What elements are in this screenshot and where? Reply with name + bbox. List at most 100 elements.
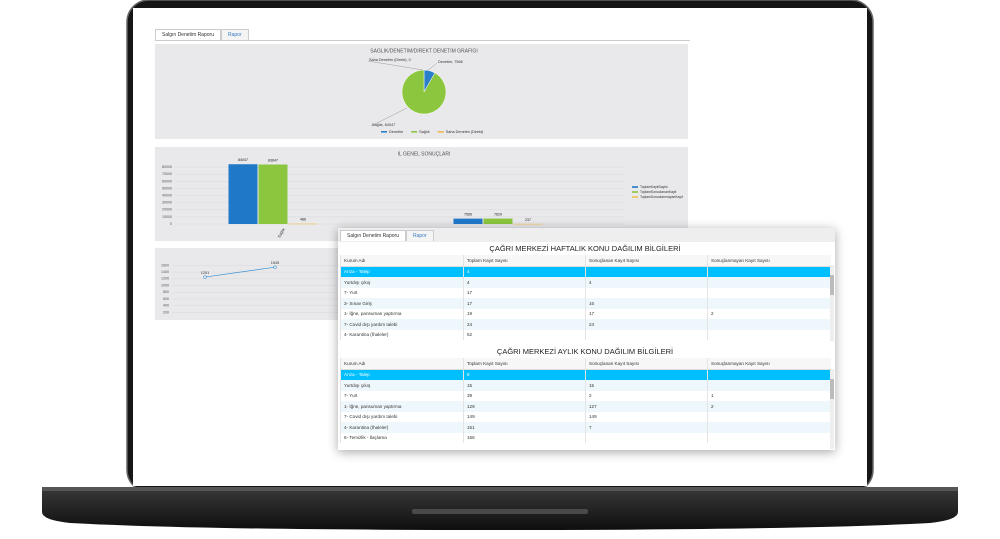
table-cell: 4- Karantina (İhaleler) [340,329,464,340]
window-tab-area: Salgın Denetim Raporu Rapor [338,228,835,242]
table-row[interactable]: 7- Yurt 17 [340,287,831,298]
tab-divider [155,40,690,41]
table-cell: 7- Yurt [340,287,464,298]
table-cell: 1- İğne, pansuman yaptırma [340,308,464,319]
column-header[interactable]: Toplam Kayıt Sayısı [463,255,586,267]
table-cell: 17 [463,298,586,309]
data-label: 486 [300,218,306,222]
column-header[interactable]: Toplam Kayıt Sayısı [463,358,586,370]
y-tick-label: 0 [170,222,172,226]
tab[interactable]: Salgın Denetim Raporu [155,29,221,40]
leader-line [367,60,424,71]
table-cell: 8 [463,369,586,380]
table-cell: 7- Yurt [340,390,464,401]
tab-bar: Salgın Denetim Raporu Rapor [155,29,249,40]
y-tick-label: 600 [163,297,169,301]
table-cell: 1 [707,390,831,401]
line-point [273,265,277,269]
data-label: Saha Denetim (Direkt), 0 [369,58,411,62]
table-cell: 1- İğne, pansuman yaptırma [340,401,464,412]
tab[interactable]: Salgın Denetim Raporu [340,230,406,241]
y-tick-label: 20000 [162,208,172,212]
table-cell: 151 [463,422,586,433]
table-cell [707,369,831,380]
bar [513,223,543,225]
legend-label: ToplamSonuclanmayanKayit [640,195,683,199]
table-row[interactable]: 1- İğne, pansuman yaptırma 129 127 2 [340,401,831,412]
data-label: 1545 [271,261,279,265]
y-tick-label: 30000 [162,201,172,205]
table-cell: 19 [463,308,586,319]
table-cell: 16 [585,298,708,309]
y-tick-label: 1000 [161,283,169,287]
monthly-section: ÇAĞRI MERKEZİ AYLIK KONU DAĞILIM BİLGİLE… [340,345,831,443]
table-cell [707,277,831,288]
y-tick-label: 1600 [161,263,169,267]
report-window: Salgın Denetim Raporu Rapor ÇAĞRI MERKEZ… [338,228,835,450]
table-cell: 17 [463,287,586,298]
weekly-section: ÇAĞRI MERKEZİ HAFTALIK KONU DAĞILIM BİLG… [340,242,831,340]
table-row[interactable]: Arıza - Talep 8 [340,369,831,380]
table-cell [585,287,708,298]
table-cell [707,266,831,277]
scrollbar[interactable] [830,369,834,449]
y-tick-label: 60000 [162,179,172,183]
table-cell: 149 [585,411,708,422]
table-row[interactable]: 1- İğne, pansuman yaptırma 19 17 2 [340,308,831,319]
column-header[interactable]: Kurum Adı [340,358,464,370]
data-label: 7629 [494,213,502,217]
scrollbar[interactable] [830,265,834,341]
table-row[interactable]: 7- Yurt 39 2 1 [340,390,831,401]
table-cell [707,422,831,433]
column-header[interactable]: Sonuçlanmayan Kayıt Sayısı [707,255,831,267]
header-row: Kurum Adı Toplam Kayıt Sayısı Sonuçlanan K… [340,255,831,267]
legend-label: Sağlık [419,130,430,134]
table-cell [585,266,708,277]
y-tick-label: 400 [163,304,169,308]
table-row[interactable]: 6- Temizlik - İlaçlama 166 [340,432,831,443]
table-cell: 15 [463,380,586,391]
tab[interactable]: Rapor [405,230,434,241]
table-cell: 149 [463,411,586,422]
laptop-notch [412,509,588,514]
table-cell: 166 [463,432,586,443]
y-tick-label: 1200 [161,277,169,281]
table-cell [707,432,831,443]
table-row[interactable]: Arıza - Talep 4 [340,266,831,277]
table-row[interactable]: 4- Karantina (İhaleler) 151 7 [340,422,831,433]
table-row[interactable]: 4- Karantina (İhaleler) 52 [340,329,831,340]
column-header[interactable]: Sonuçlanan Kayıt Sayısı [585,358,708,370]
bar [483,218,513,224]
table-body: Arıza - Talep 4 Yurtdışı çıkış 4 4 7- Yurt 17 3… [340,266,831,340]
table-row[interactable]: Yurtdışı çıkış 4 4 [340,277,831,288]
line-point [203,275,207,279]
table-row[interactable]: Yurtdışı çıkış 15 15 [340,380,831,391]
table-cell [707,287,831,298]
y-tick-label: 1400 [161,270,169,274]
bar-panel: IL GENEL SONUÇLARI 0 10000 20000 30000 40000… [155,147,688,241]
data-label: 1251 [201,271,209,275]
table-cell: 2 [585,390,708,401]
column-header[interactable]: Kurum Adı [340,255,464,267]
table-title: ÇAĞRI MERKEZİ HAFTALIK KONU DAĞILIM BİLG… [489,244,681,253]
bar-chart: IL GENEL SONUÇLARI 0 10000 20000 30000 40000… [162,151,683,238]
table-cell: 4- Karantina (İhaleler) [340,422,464,433]
pie-chart: SAGLIK/DENETIM/DIREKT DENETIM GRAFIGI De… [367,48,484,134]
table-cell [707,319,831,330]
chart-title: SAGLIK/DENETIM/DIREKT DENETIM GRAFIGI [370,48,477,54]
column-header[interactable]: Sonuçlanan Kayıt Sayısı [585,255,708,267]
table-cell: 3- Sınav Giriş [340,298,464,309]
legend-label: ToplamKayitSayisi [640,185,668,189]
data-label: Sağlık, 84047 [372,123,395,127]
legend-swatch [411,131,418,133]
tab[interactable]: Rapor [220,29,249,40]
table-row[interactable]: 3- Sınav Giriş 17 16 [340,298,831,309]
laptop-edge [42,487,958,491]
table-row[interactable]: 7- Covid dışı yardım talebi 149 149 [340,411,831,422]
data-table: Kurum Adı Toplam Kayıt Sayısı Sonuçlanan K… [340,255,831,340]
table-cell: 17 [585,308,708,319]
x-tick-label: Sağlık [277,227,286,238]
y-tick-label: 80000 [162,165,172,169]
table-row[interactable]: 7- Covid dışı yardım talebi 24 24 [340,319,831,330]
column-header[interactable]: Sonuçlanmayan Kayıt Sayısı [707,358,831,370]
